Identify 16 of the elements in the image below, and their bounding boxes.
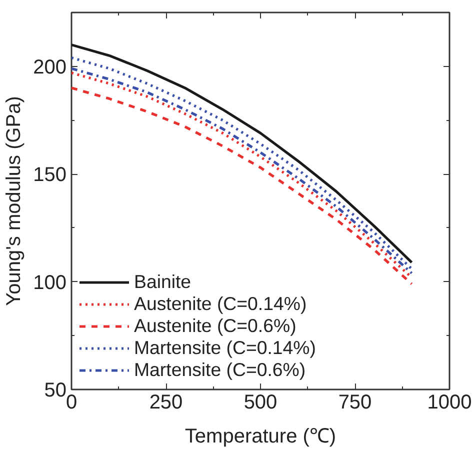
legend-label: Martensite (C=0.6%) <box>134 359 306 381</box>
y-tick-label: 200 <box>33 56 67 78</box>
x-tick-label: 0 <box>66 392 78 414</box>
legend-label: Bainite <box>134 271 192 293</box>
x-tick-label: 750 <box>338 392 372 414</box>
legend-label: Austenite (C=0.6%) <box>134 315 296 337</box>
y-tick-label: 100 <box>33 272 67 294</box>
x-tick-label: 500 <box>244 392 278 414</box>
x-tick-label: 250 <box>149 392 183 414</box>
x-axis-title: Temperature (℃) <box>184 426 336 448</box>
x-tick-label: 1000 <box>427 392 472 414</box>
y-tick-label: 150 <box>33 164 67 186</box>
legend-label: Austenite (C=0.14%) <box>134 293 307 315</box>
legend-label: Martensite (C=0.14%) <box>134 337 316 359</box>
y-tick-label: 50 <box>44 380 67 402</box>
y-axis-title: Young's modulus (GPa) <box>3 96 26 306</box>
